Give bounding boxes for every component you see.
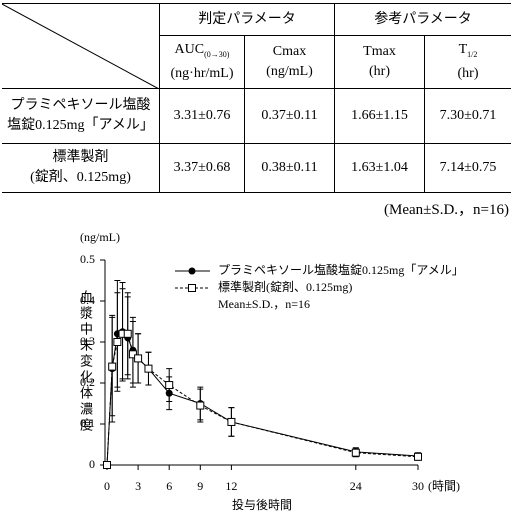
col-name: AUC — [174, 41, 205, 57]
legend-marker — [188, 284, 196, 292]
label-line: 塩錠0.125mg「アメル」 — [7, 118, 154, 133]
column-header: T1/2 (hr) — [424, 35, 511, 89]
x-tick-label: 3 — [135, 479, 141, 493]
legend-label: 標準製剤(錠剤、0.125mg) — [218, 279, 352, 294]
col-unit: (hr) — [369, 64, 390, 79]
marker — [128, 350, 137, 359]
col-unit: (hr) — [457, 66, 479, 82]
y-tick-label: 0.2 — [80, 375, 95, 389]
marker — [108, 362, 117, 371]
column-header: Cmax (ng/mL) — [244, 35, 335, 89]
col-unit: (ng·hr/mL) — [170, 66, 234, 82]
y-axis-label: 血漿中未変化体濃度 — [78, 290, 93, 434]
marker — [103, 461, 111, 469]
cell: 3.37±0.68 — [159, 143, 245, 193]
y-tick-label: 0.1 — [80, 416, 95, 430]
y-tick-label: 0.3 — [80, 334, 95, 348]
marker — [123, 329, 132, 338]
x-unit: (時間) — [428, 479, 460, 493]
label-line: (錠剤、0.125mg) — [30, 170, 131, 185]
marker — [414, 452, 422, 461]
cell: 0.38±0.11 — [244, 143, 335, 193]
col-sub: 1/2 — [467, 49, 478, 59]
cell: 3.31±0.76 — [159, 88, 245, 144]
y-tick-label: 0.4 — [80, 293, 95, 307]
x-tick-label: 6 — [166, 479, 172, 493]
corner-cell — [2, 3, 160, 89]
row-label: 標準製剤 (錠剤、0.125mg) — [2, 143, 160, 193]
marker — [144, 364, 153, 373]
marker — [134, 354, 143, 363]
diagonal — [2, 4, 159, 89]
col-name: Tmax — [363, 44, 396, 59]
series-line — [106, 331, 419, 466]
y-unit: (ng/mL) — [80, 230, 120, 244]
legend-marker — [188, 267, 196, 275]
marker — [113, 338, 122, 346]
label-line: プラミペキソール塩酸 — [10, 98, 151, 113]
group-header: 参考パラメータ — [334, 3, 511, 36]
y-tick-label: 0 — [89, 457, 95, 471]
legend-note: Mean±S.D.，n=16 — [218, 297, 310, 311]
x-tick-label: 12 — [225, 479, 237, 493]
cell: 1.66±1.15 — [334, 88, 425, 144]
marker — [351, 448, 360, 457]
legend-label: プラミペキソール塩酸塩錠0.125mg「アメル」 — [218, 262, 464, 277]
cell: 1.63±1.04 — [334, 143, 425, 193]
cell: 7.14±0.75 — [424, 143, 511, 193]
col-name: T — [458, 41, 468, 57]
col-sub: (0→30) — [204, 49, 230, 59]
x-tick-label: 30 — [412, 479, 424, 493]
group-header: 判定パラメータ — [159, 3, 335, 36]
col-unit: (ng/mL) — [266, 64, 313, 79]
x-tick-label: 24 — [350, 479, 362, 493]
table-note: (Mean±S.D.，n=16) — [383, 202, 509, 218]
x-tick-label: 9 — [197, 479, 203, 493]
marker — [227, 417, 236, 426]
x-axis-label: 投与後時間 — [232, 497, 292, 512]
y-tick-label: 0.5 — [80, 252, 95, 266]
cell: 7.30±0.71 — [424, 88, 511, 144]
marker — [165, 381, 174, 390]
results-table: 判定パラメータ 参考パラメータ AUC(0→30) (ng·hr/mL) Cmax… — [2, 3, 511, 193]
label-line: 標準製剤 — [52, 150, 109, 165]
column-header: Tmax (hr) — [334, 35, 425, 89]
marker — [165, 389, 173, 397]
marker — [196, 401, 205, 410]
x-tick-label: 0 — [104, 479, 110, 493]
series-line — [106, 333, 419, 466]
col-name: Cmax — [272, 44, 307, 59]
